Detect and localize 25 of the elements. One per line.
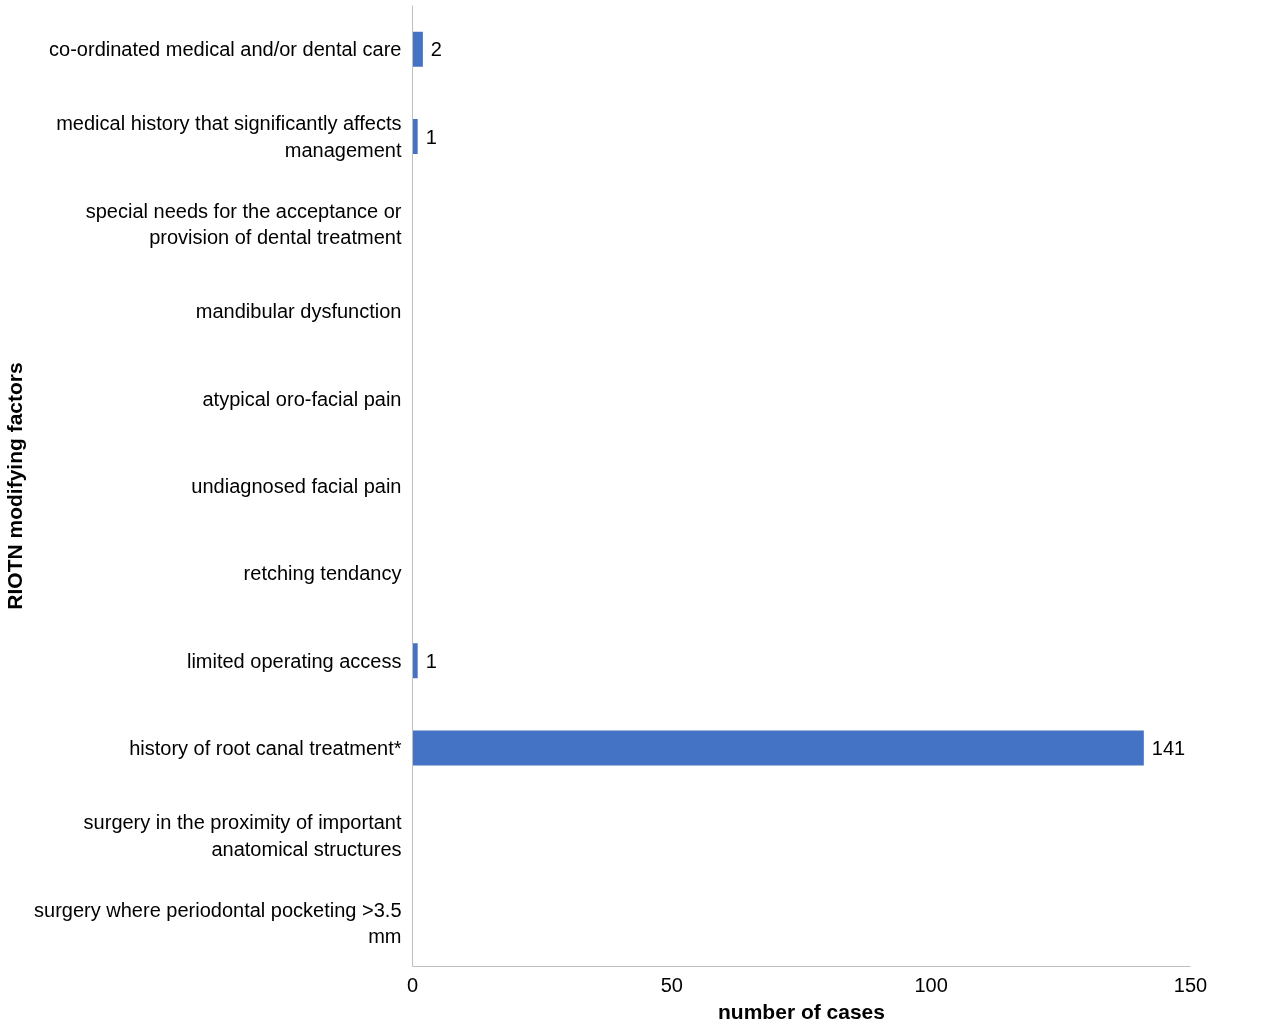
bar (412, 643, 418, 679)
x-tick-label: 50 (660, 973, 683, 996)
y-tick-label: surgery where periodontal pocketing >3.5 mm (34, 898, 402, 948)
y-tick-label: medical history that significantly affects management (56, 112, 402, 161)
x-axis-title: number of cases (718, 999, 885, 1023)
y-tick-label: mandibular dysfunction (195, 300, 402, 323)
bar (412, 31, 423, 67)
x-tick-label: 100 (914, 973, 948, 996)
y-tick-label: atypical oro-facial pain (202, 387, 402, 410)
y-tick-label: history of root canal treatment* (129, 737, 402, 760)
x-tick-label: 0 (406, 973, 419, 996)
y-tick-label: surgery in the proximity of important anatomical structures (83, 811, 402, 860)
data-label: 1 (425, 649, 437, 672)
y-tick-label: limited operating access (186, 649, 402, 672)
data-label: 141 (1151, 737, 1186, 760)
y-axis-title: RIOTN modifying factors (3, 362, 27, 610)
bar (412, 730, 1144, 766)
y-tick-label: special needs for the acceptance or provision of dental treatment (85, 199, 402, 249)
data-label: 2 (430, 38, 442, 61)
x-tick-label: 150 (1173, 973, 1208, 996)
y-tick-label: retching tendancy (243, 562, 402, 585)
y-tick-label: co-ordinated medical and/or dental care (49, 38, 402, 61)
data-label: 1 (425, 125, 437, 148)
bar (412, 119, 418, 155)
y-tick-label: undiagnosed facial pain (191, 475, 402, 497)
